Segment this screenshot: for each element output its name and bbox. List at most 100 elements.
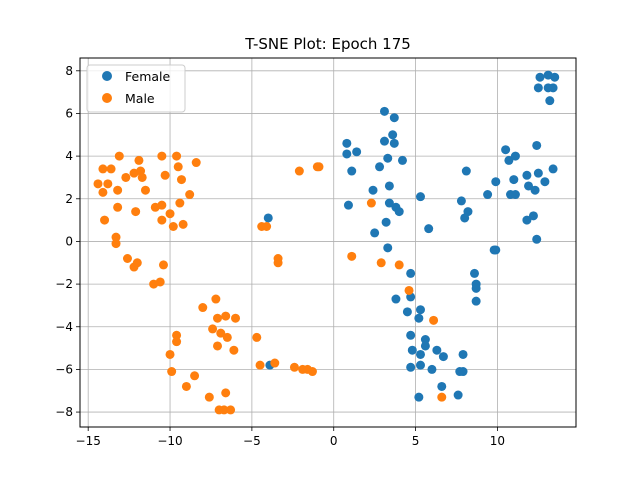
data-point-male bbox=[211, 294, 221, 304]
data-point-female bbox=[370, 228, 380, 238]
data-point-female bbox=[389, 113, 399, 123]
data-point-male bbox=[168, 222, 178, 232]
data-point-female bbox=[347, 166, 357, 176]
data-point-male bbox=[100, 215, 110, 225]
data-point-female bbox=[489, 245, 499, 255]
data-point-female bbox=[352, 147, 362, 157]
data-point-female bbox=[509, 175, 519, 185]
data-point-female bbox=[532, 140, 542, 150]
data-point-female bbox=[394, 207, 404, 217]
data-point-male bbox=[437, 392, 447, 402]
data-point-male bbox=[113, 185, 123, 195]
data-point-male bbox=[134, 155, 144, 165]
y-tick-label: −4 bbox=[55, 320, 73, 334]
data-point-female bbox=[384, 198, 394, 208]
data-point-female bbox=[504, 155, 514, 165]
data-point-female bbox=[532, 234, 542, 244]
y-tick-label: −2 bbox=[55, 277, 73, 291]
data-point-male bbox=[122, 253, 132, 263]
data-point-male bbox=[98, 187, 108, 197]
data-point-male bbox=[219, 405, 229, 415]
data-point-female bbox=[388, 130, 398, 140]
x-tick-label: −5 bbox=[243, 434, 261, 448]
y-tick-label: 4 bbox=[65, 149, 73, 163]
data-point-male bbox=[160, 170, 170, 180]
data-point-female bbox=[540, 177, 550, 187]
data-point-male bbox=[137, 172, 147, 182]
data-point-male bbox=[198, 303, 208, 313]
data-point-female bbox=[424, 224, 434, 234]
data-point-male bbox=[191, 158, 201, 168]
data-point-male bbox=[103, 179, 113, 189]
data-point-female bbox=[406, 330, 416, 340]
data-point-male bbox=[181, 381, 191, 391]
data-point-female bbox=[533, 168, 543, 178]
data-point-female bbox=[533, 83, 543, 93]
data-point-male bbox=[178, 219, 188, 229]
legend-marker-male bbox=[102, 93, 112, 103]
data-point-male bbox=[294, 166, 304, 176]
data-point-male bbox=[167, 367, 177, 377]
data-point-female bbox=[414, 313, 424, 323]
data-point-female bbox=[491, 177, 501, 187]
data-point-female bbox=[438, 352, 448, 362]
data-point-male bbox=[155, 277, 165, 287]
data-point-male bbox=[394, 260, 404, 270]
data-point-female bbox=[535, 72, 545, 82]
data-point-male bbox=[185, 190, 195, 200]
data-point-female bbox=[522, 170, 532, 180]
x-tick-label: 0 bbox=[330, 434, 338, 448]
axes-frame bbox=[79, 57, 577, 428]
data-point-female bbox=[415, 349, 425, 359]
data-point-female bbox=[456, 196, 466, 206]
data-point-male bbox=[172, 151, 182, 161]
data-point-male bbox=[113, 202, 123, 212]
data-point-female bbox=[550, 72, 560, 82]
data-point-female bbox=[379, 106, 389, 116]
data-point-male bbox=[98, 164, 108, 174]
data-point-male bbox=[216, 328, 226, 338]
data-point-male bbox=[376, 258, 386, 268]
data-point-male bbox=[222, 332, 232, 342]
data-point-male bbox=[157, 215, 167, 225]
data-point-female bbox=[524, 181, 534, 191]
data-point-male bbox=[190, 371, 200, 381]
data-point-female bbox=[415, 305, 425, 315]
x-tick-label: 5 bbox=[412, 434, 420, 448]
data-point-male bbox=[204, 392, 214, 402]
y-tick-label: 2 bbox=[65, 192, 73, 206]
data-point-male bbox=[270, 358, 280, 368]
data-point-female bbox=[397, 155, 407, 165]
data-point-female bbox=[510, 190, 520, 200]
data-point-female bbox=[406, 362, 416, 372]
data-point-female bbox=[381, 217, 391, 227]
data-point-female bbox=[461, 166, 471, 176]
data-point-female bbox=[415, 360, 425, 370]
data-point-male bbox=[231, 313, 241, 323]
data-point-male bbox=[221, 311, 231, 321]
data-point-female bbox=[389, 138, 399, 148]
data-point-female bbox=[263, 213, 273, 223]
legend-label-male: Male bbox=[125, 91, 155, 106]
data-point-female bbox=[414, 392, 424, 402]
data-point-female bbox=[384, 181, 394, 191]
data-point-female bbox=[458, 367, 468, 377]
axis-ticks: −15 −10 −5 0 5 10 −8 −6 −4 −2 0 2 4 6 8 bbox=[55, 64, 505, 448]
data-point-female bbox=[402, 307, 412, 317]
data-point-female bbox=[406, 268, 416, 278]
data-point-female bbox=[420, 335, 430, 345]
data-point-female bbox=[458, 349, 468, 359]
data-point-female bbox=[530, 185, 540, 195]
data-point-male bbox=[165, 209, 175, 219]
data-point-male bbox=[93, 179, 103, 189]
data-point-female bbox=[342, 149, 352, 159]
data-point-male bbox=[307, 367, 317, 377]
data-point-female bbox=[453, 390, 463, 400]
data-point-female bbox=[383, 243, 393, 253]
data-point-male bbox=[429, 315, 439, 325]
y-tick-label: 0 bbox=[65, 234, 73, 248]
data-point-male bbox=[213, 341, 223, 351]
data-point-female bbox=[471, 296, 481, 306]
data-point-female bbox=[510, 151, 520, 161]
data-point-male bbox=[404, 285, 414, 295]
